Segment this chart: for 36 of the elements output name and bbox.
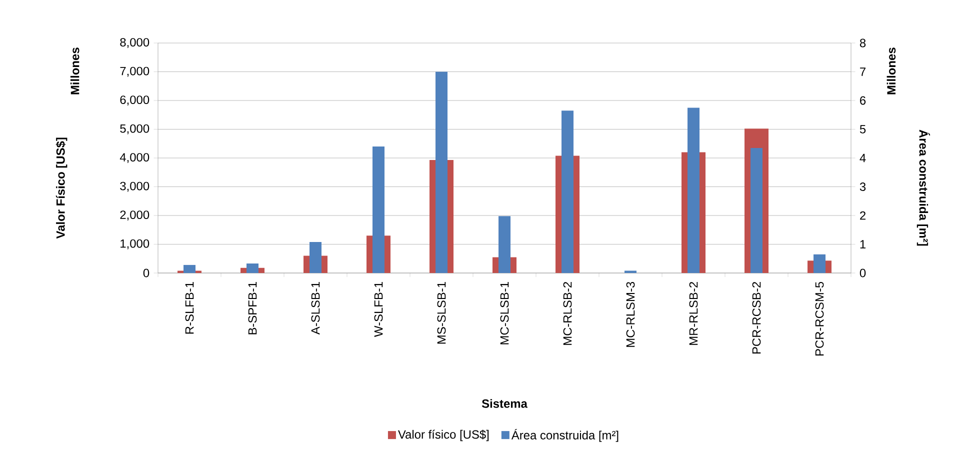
y-tick-label: 2,000 xyxy=(120,210,150,220)
legend-label: Área construida [m²] xyxy=(511,428,618,442)
y-tick-label: 5,000 xyxy=(120,124,150,134)
x-tick-label: MC-RLSM-3 xyxy=(626,282,635,347)
legend-label: Valor físico [US$] xyxy=(398,430,489,442)
text: Millones xyxy=(886,48,896,94)
y2-tick-label: 2 xyxy=(860,211,866,220)
x-tick-label: B-SPFB-1 xyxy=(248,282,257,334)
x-tick-label: MC-RLSB-2 xyxy=(563,282,572,345)
y2-tick-label: 1 xyxy=(860,240,866,248)
x-tick-label: A-SLSB-1 xyxy=(311,282,320,335)
y2-tick-label: 6 xyxy=(860,96,866,105)
x-tick-label: PCR-RCSM-5 xyxy=(815,282,824,356)
x-axis-title: Sistema xyxy=(482,399,528,408)
y-tick-label: 0 xyxy=(143,268,150,278)
y2-tick-label: 3 xyxy=(860,182,866,191)
y2-tick-label: 4 xyxy=(860,154,866,162)
x-tick-label: W-SLFB-1 xyxy=(374,282,383,337)
y2-tick-label: 5 xyxy=(860,125,866,134)
y-tick-label: 8,000 xyxy=(120,38,150,48)
y2-tick-label: 8 xyxy=(860,38,866,48)
y-tick-label: 3,000 xyxy=(120,182,150,192)
x-tick-label: PCR-RCSB-2 xyxy=(752,282,761,354)
y-axis-title: Valor Físico [US$] xyxy=(56,138,68,239)
y-tick-label: 1,000 xyxy=(120,239,150,250)
text: Millones xyxy=(70,48,80,94)
y2-axis-title: Área construida [m²] xyxy=(916,130,930,246)
x-tick-label: MS-SLSB-1 xyxy=(437,282,446,344)
y-tick-label: 6,000 xyxy=(120,96,150,106)
x-tick-label: MR-RLSB-2 xyxy=(689,282,698,345)
y-tick-label: 4,000 xyxy=(120,153,150,163)
x-tick-label: MC-SLSB-1 xyxy=(500,282,509,344)
y-tick-label: 7,000 xyxy=(120,66,150,77)
y2-tick-label: 7 xyxy=(860,68,866,76)
x-tick-label: R-SLFB-1 xyxy=(185,282,194,334)
y2-tick-label: 0 xyxy=(860,268,866,278)
